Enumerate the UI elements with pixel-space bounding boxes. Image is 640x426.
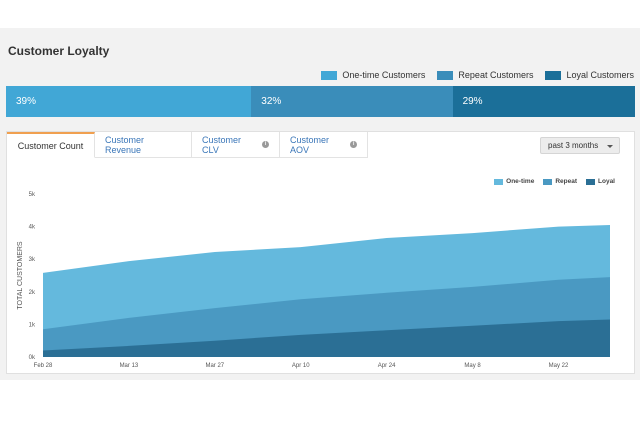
legend-swatch: [321, 70, 338, 80]
legend-item-loyal: Loyal Customers: [545, 70, 634, 80]
tab-label: Customer CLV: [202, 134, 242, 155]
x-tick-label: Apr 24: [378, 363, 396, 369]
x-tick-label: Apr 10: [292, 363, 310, 369]
legend-label: Loyal: [598, 178, 615, 185]
legend-swatch: [586, 178, 596, 185]
period-select[interactable]: past 3 months: [540, 137, 620, 154]
segment-percent: 39%: [16, 96, 37, 107]
y-tick-label: 4k: [29, 225, 36, 231]
y-axis-label: TOTAL CUSTOMERS: [17, 241, 24, 310]
y-tick-label: 2k: [29, 290, 36, 296]
chart-card: Customer Count Customer Revenue Customer…: [6, 131, 635, 374]
tab-customer-count[interactable]: Customer Count: [7, 132, 95, 158]
legend-label: Repeat Customers: [458, 70, 534, 80]
legend-label: Loyal Customers: [566, 70, 634, 80]
page-title: Customer Loyalty: [8, 44, 110, 58]
distribution-legend: One-time Customers Repeat Customers Loya…: [309, 70, 634, 80]
distribution-segment-loyal[interactable]: 29%: [452, 86, 635, 117]
y-tick-label: 1k: [29, 322, 36, 328]
x-tick-label: May 8: [464, 363, 481, 369]
y-tick-label: 5k: [29, 192, 36, 198]
chart-legend-item[interactable]: One-time: [494, 178, 534, 185]
x-tick-label: Mar 13: [120, 363, 139, 369]
x-tick-label: Mar 27: [205, 363, 224, 369]
tab-customer-clv[interactable]: Customer CLV i: [192, 132, 280, 158]
segment-percent: 32%: [261, 96, 282, 107]
segment-percent: 29%: [462, 96, 483, 107]
legend-swatch: [543, 178, 553, 185]
chart-legend-item[interactable]: Loyal: [586, 178, 615, 185]
tab-customer-revenue[interactable]: Customer Revenue: [95, 132, 192, 158]
chart-legend: One-time Repeat Loyal: [485, 178, 615, 185]
legend-swatch: [437, 70, 454, 80]
distribution-segment-one-time[interactable]: 39%: [6, 86, 252, 117]
chevron-down-icon: [607, 145, 613, 148]
period-select-value: past 3 months: [548, 141, 599, 150]
y-tick-label: 3k: [29, 257, 36, 263]
x-tick-label: Feb 28: [34, 363, 53, 369]
legend-label: One-time Customers: [342, 70, 426, 80]
legend-item-repeat: Repeat Customers: [437, 70, 533, 80]
distribution-bar: 39% 32% 29%: [6, 86, 635, 117]
metric-tabs: Customer Count Customer Revenue Customer…: [7, 132, 368, 158]
legend-item-one-time: One-time Customers: [321, 70, 425, 80]
tab-customer-aov[interactable]: Customer AOV i: [280, 132, 368, 158]
customer-count-chart: 0k 1k 2k 3k 4k 5k Feb 28 Mar 13 Mar 27 Apr 10 Apr …: [17, 192, 610, 369]
legend-label: Repeat: [555, 178, 578, 185]
area-series-loyal[interactable]: [43, 319, 610, 357]
x-tick-label: May 22: [549, 363, 569, 369]
tab-label: Customer Count: [17, 140, 84, 151]
y-tick-label: 0k: [29, 355, 36, 361]
chart-legend-item[interactable]: Repeat: [543, 178, 577, 185]
legend-swatch: [545, 70, 562, 80]
legend-label: One-time: [506, 178, 535, 185]
info-icon[interactable]: i: [350, 141, 357, 148]
distribution-segment-repeat[interactable]: 32%: [251, 86, 453, 117]
tab-label: Customer AOV: [290, 134, 330, 155]
tab-label: Customer Revenue: [105, 134, 145, 155]
info-icon[interactable]: i: [262, 141, 269, 148]
legend-swatch: [494, 178, 504, 185]
